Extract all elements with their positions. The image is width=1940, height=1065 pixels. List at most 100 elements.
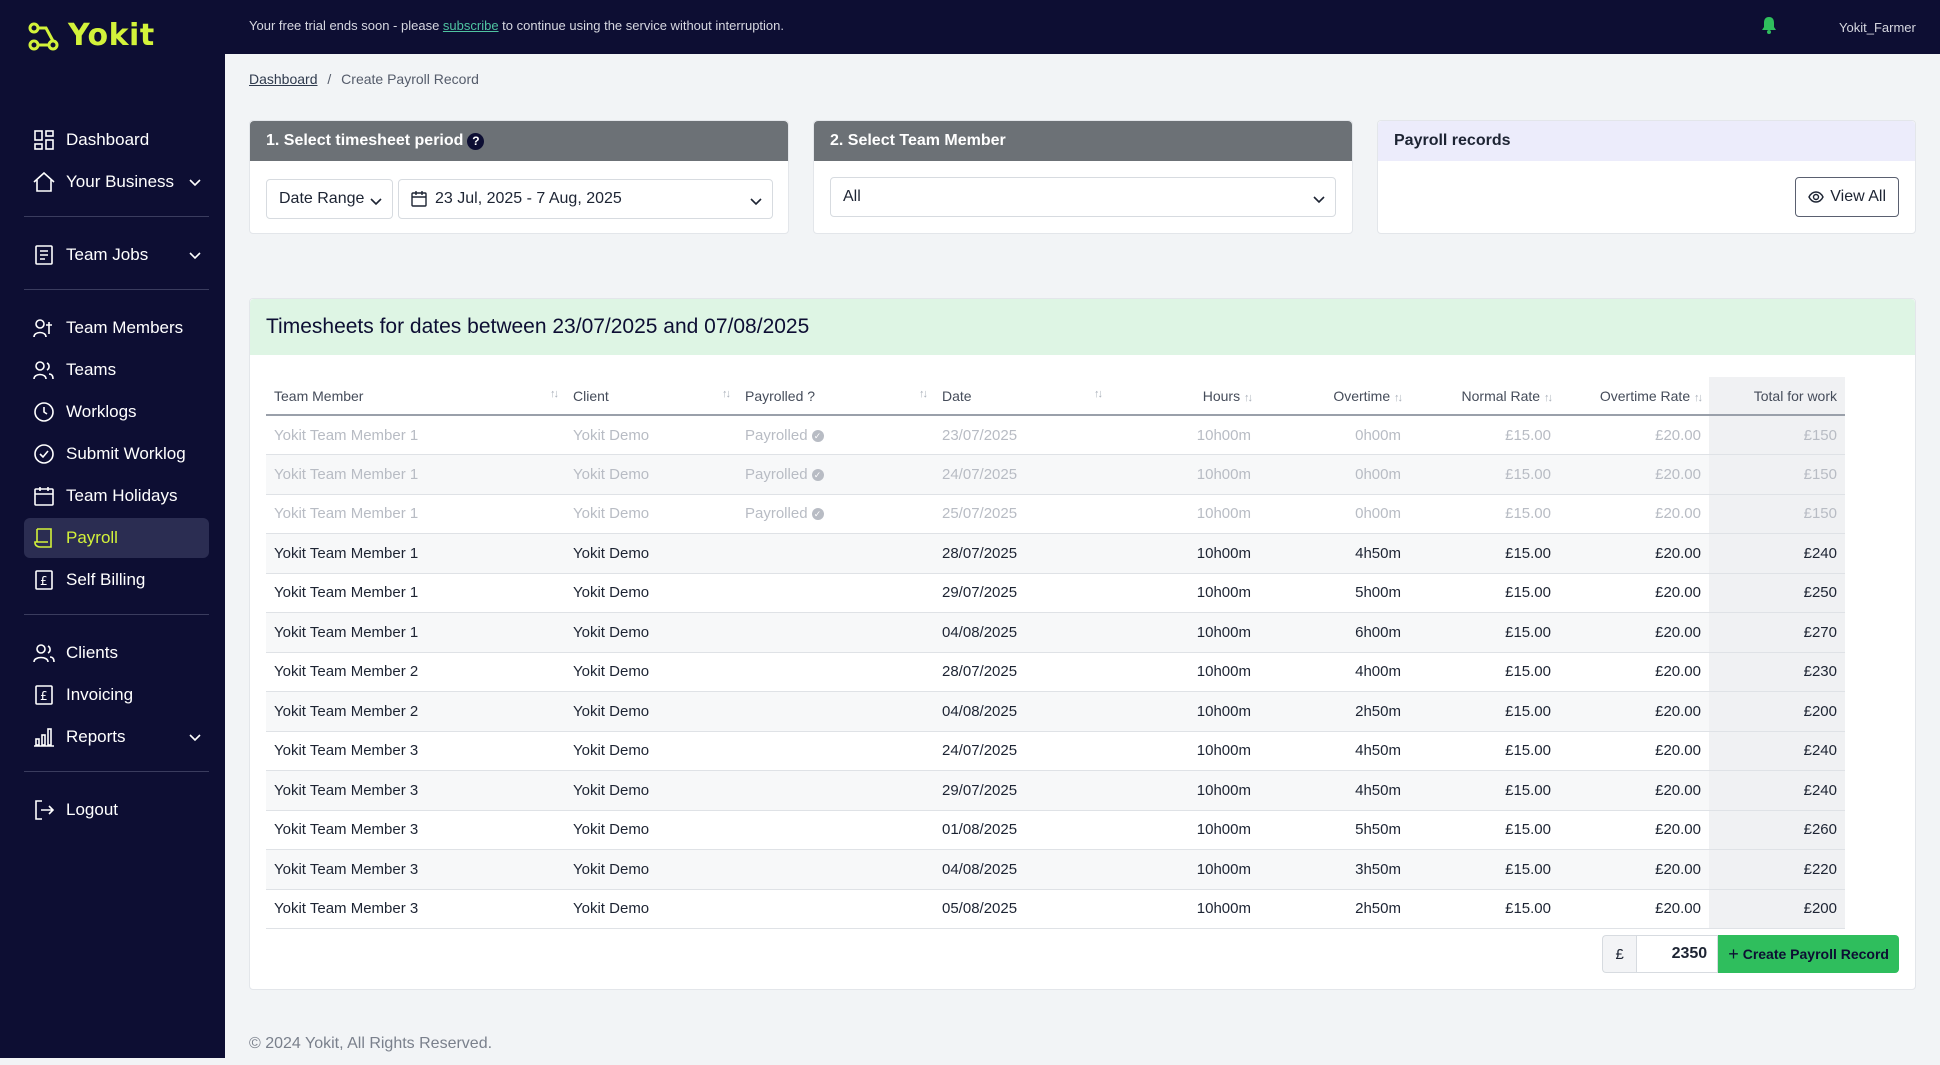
breadcrumb-current: Create Payroll Record xyxy=(341,71,479,87)
cell-hours: 10h00m xyxy=(1109,889,1259,929)
clock-icon xyxy=(32,400,56,424)
help-icon[interactable]: ? xyxy=(467,132,485,150)
breadcrumb-home-link[interactable]: Dashboard xyxy=(249,71,318,87)
range-type-value: Date Range xyxy=(279,190,365,207)
range-type-select[interactable]: Date Range xyxy=(266,179,393,219)
cell-overtime: 0h00m xyxy=(1259,415,1409,455)
cell-overtime: 5h00m xyxy=(1259,573,1409,613)
timesheets-card: Timesheets for dates between 23/07/2025 … xyxy=(249,298,1916,990)
sidebar-item-reports[interactable]: Reports xyxy=(24,717,209,757)
cell-hours: 10h00m xyxy=(1109,573,1259,613)
sidebar-item-logout[interactable]: Logout xyxy=(24,790,209,830)
cell-normal-rate: £15.00 xyxy=(1409,731,1559,771)
user-menu[interactable]: Yokit_Farmer xyxy=(1839,20,1916,35)
cell-member: Yokit Team Member 2 xyxy=(266,652,565,692)
chevron-down-icon xyxy=(189,727,201,747)
column-header[interactable]: Client ↑↓ xyxy=(565,377,737,416)
cell-date: 05/08/2025 xyxy=(934,889,1109,929)
column-header[interactable]: Overtime Rate ↑↓ xyxy=(1559,377,1709,416)
table-row: Yokit Team Member 3 Yokit Demo 24/07/2025 1… xyxy=(266,731,1845,771)
sidebar-item-label: Team Holidays xyxy=(66,486,178,505)
cell-overtime: 4h50m xyxy=(1259,731,1409,771)
cell-hours: 10h00m xyxy=(1109,731,1259,771)
sidebar-item-label: Reports xyxy=(66,727,126,746)
sort-icon[interactable]: ↑↓ xyxy=(1394,391,1403,404)
sort-icon[interactable]: ↑↓ xyxy=(1544,391,1553,404)
sort-icon[interactable]: ↑↓ xyxy=(722,387,731,400)
sidebar-item-submit-worklog[interactable]: Submit Worklog xyxy=(24,434,209,474)
sort-icon[interactable]: ↑↓ xyxy=(550,387,559,400)
sidebar-item-team-holidays[interactable]: Team Holidays xyxy=(24,476,209,516)
cell-normal-rate: £15.00 xyxy=(1409,454,1559,495)
sidebar-item-your-business[interactable]: Your Business xyxy=(24,162,209,202)
card-title: 2. Select Team Member xyxy=(830,132,1006,149)
team-icon xyxy=(32,358,56,382)
column-header[interactable]: Team Member ↑↓ xyxy=(266,377,565,416)
table-row: Yokit Team Member 3 Yokit Demo 04/08/2025 1… xyxy=(266,849,1845,890)
cell-payrolled xyxy=(737,612,934,653)
cell-client: Yokit Demo xyxy=(565,415,737,455)
logo[interactable]: Yokit xyxy=(26,18,155,53)
card-header: Payroll records xyxy=(1378,121,1915,161)
check-circle-icon: ✓ xyxy=(811,429,824,442)
bell-icon[interactable] xyxy=(1761,16,1777,39)
cell-member: Yokit Team Member 1 xyxy=(266,415,565,455)
payroll-icon xyxy=(32,526,56,550)
cell-date: 04/08/2025 xyxy=(934,849,1109,890)
table-header-row: Team Member ↑↓ Client ↑↓ Payrolled ? ↑↓ Dat… xyxy=(266,377,1845,416)
sidebar-item-invoicing[interactable]: £ Invoicing xyxy=(24,675,209,715)
column-header[interactable]: Normal Rate ↑↓ xyxy=(1409,377,1559,416)
sidebar-nav: Dashboard Your Business Team Jobs Team M… xyxy=(24,120,209,832)
total-amount-input[interactable]: 2350 xyxy=(1636,935,1719,973)
sort-icon[interactable]: ↑↓ xyxy=(1694,391,1703,404)
cell-client: Yokit Demo xyxy=(565,652,737,692)
cell-overtime-rate: £20.00 xyxy=(1559,731,1709,771)
table-row: Yokit Team Member 1 Yokit Demo 04/08/2025 1… xyxy=(266,612,1845,653)
sidebar: Yokit Dashboard Your Business Team Jobs … xyxy=(0,0,225,1058)
table-row: Yokit Team Member 2 Yokit Demo 28/07/2025 1… xyxy=(266,652,1845,692)
sort-icon[interactable]: ↑↓ xyxy=(1094,387,1103,400)
cell-overtime: 4h50m xyxy=(1259,770,1409,811)
create-payroll-record-label: Create Payroll Record xyxy=(1742,946,1889,962)
sidebar-item-payroll[interactable]: Payroll xyxy=(24,518,209,558)
sidebar-item-team-jobs[interactable]: Team Jobs xyxy=(24,235,209,275)
cell-payrolled xyxy=(737,731,934,771)
cell-overtime: 0h00m xyxy=(1259,454,1409,495)
cell-total: £240 xyxy=(1709,770,1845,811)
cell-member: Yokit Team Member 1 xyxy=(266,454,565,495)
sidebar-item-clients[interactable]: Clients xyxy=(24,633,209,673)
cell-overtime-rate: £20.00 xyxy=(1559,612,1709,653)
create-payroll-record-button[interactable]: + Create Payroll Record xyxy=(1718,935,1899,973)
sidebar-item-team-members[interactable]: Team Members xyxy=(24,308,209,348)
cell-hours: 10h00m xyxy=(1109,415,1259,455)
sidebar-item-worklogs[interactable]: Worklogs xyxy=(24,392,209,432)
cell-payrolled xyxy=(737,889,934,929)
card-title: Payroll records xyxy=(1394,132,1511,149)
cell-hours: 10h00m xyxy=(1109,533,1259,574)
column-header[interactable]: Hours ↑↓ xyxy=(1109,377,1259,416)
cell-total: £240 xyxy=(1709,731,1845,771)
sidebar-item-teams[interactable]: Teams xyxy=(24,350,209,390)
column-header[interactable]: Payrolled ? ↑↓ xyxy=(737,377,934,416)
column-header[interactable]: Date ↑↓ xyxy=(934,377,1109,416)
sort-icon[interactable]: ↑↓ xyxy=(1244,391,1253,404)
table-row: Yokit Team Member 2 Yokit Demo 04/08/2025 1… xyxy=(266,691,1845,732)
users-icon xyxy=(32,316,56,340)
card-title: 1. Select timesheet period xyxy=(266,132,464,149)
sort-icon[interactable]: ↑↓ xyxy=(919,387,928,400)
team-member-select[interactable]: All xyxy=(830,177,1336,217)
table-row: Yokit Team Member 1 Yokit Demo 28/07/2025 1… xyxy=(266,533,1845,574)
date-range-picker[interactable]: 23 Jul, 2025 - 7 Aug, 2025 xyxy=(398,179,773,219)
column-header[interactable]: Overtime ↑↓ xyxy=(1259,377,1409,416)
cell-total: £260 xyxy=(1709,810,1845,850)
sidebar-item-dashboard[interactable]: Dashboard xyxy=(24,120,209,160)
cell-member: Yokit Team Member 1 xyxy=(266,533,565,574)
view-all-button[interactable]: View All xyxy=(1795,177,1899,217)
cell-client: Yokit Demo xyxy=(565,691,737,732)
plus-icon: + xyxy=(1728,943,1739,964)
subscribe-link[interactable]: subscribe xyxy=(442,18,499,33)
table-row: Yokit Team Member 1 Yokit Demo Payrolled ✓ 2… xyxy=(266,454,1845,495)
cell-date: 24/07/2025 xyxy=(934,454,1109,495)
cell-hours: 10h00m xyxy=(1109,454,1259,495)
sidebar-item-self-billing[interactable]: £ Self Billing xyxy=(24,560,209,600)
